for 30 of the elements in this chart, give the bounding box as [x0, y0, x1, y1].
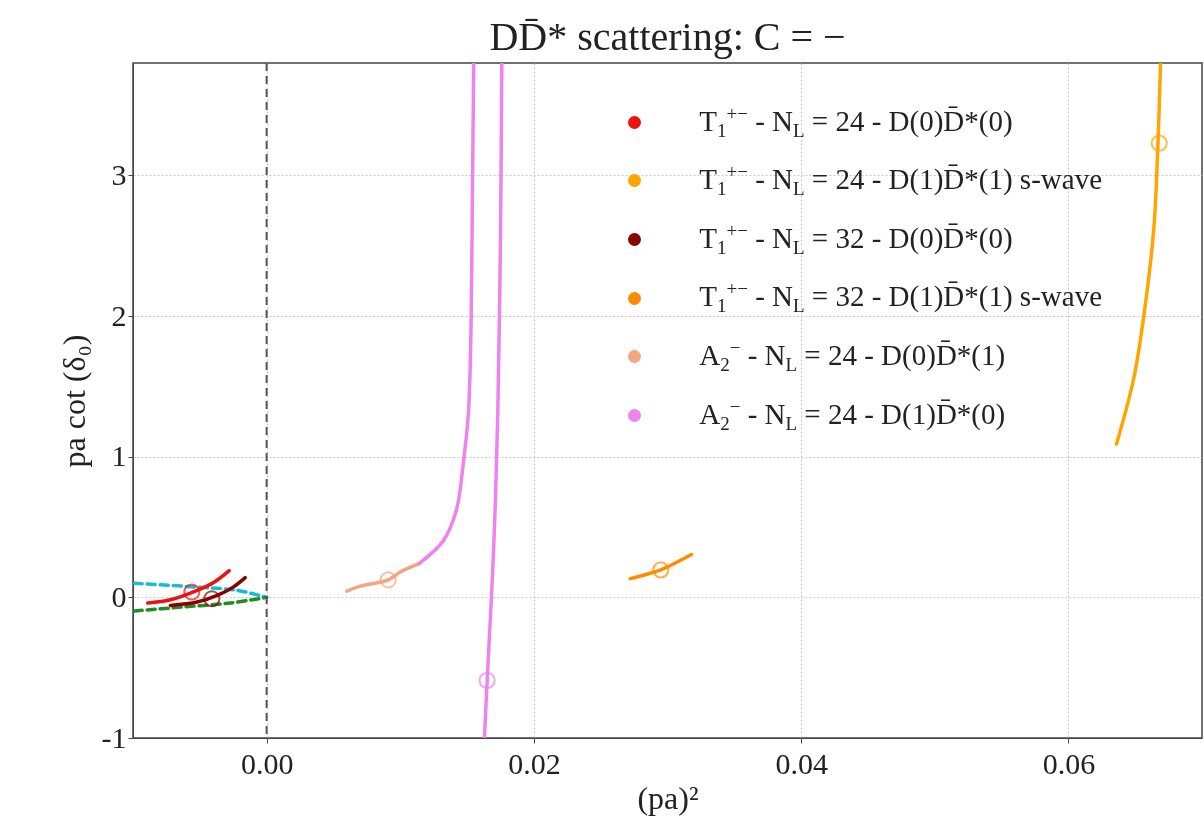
line-series	[345, 561, 421, 593]
point	[183, 583, 201, 601]
point	[379, 571, 397, 589]
x-axis-title: (pa)²	[637, 779, 699, 816]
line-series	[417, 63, 476, 566]
line-series	[145, 568, 231, 605]
legend-label: T$_{1}$$^{+−}$ - N$_{L}$ = 24 - D(0)D̄*(0)	[699, 102, 1013, 143]
legend-label: A$_{2}$$^{−}$ - N$_{L}$ = 24 - D(0)D̄*(1)	[699, 336, 1006, 377]
y-tick-label: 1	[111, 439, 127, 473]
legend-label: A$_{2}$$^{−}$ - N$_{L}$ = 24 - D(1)D̄*(0)	[699, 395, 1006, 435]
x-tick-label: 0.02	[508, 746, 561, 780]
point	[478, 671, 496, 689]
x-tick-label: 0.04	[775, 746, 828, 780]
point	[1150, 134, 1168, 152]
line-series	[133, 595, 269, 613]
y-axis-title: pa cot (δ₀)	[55, 334, 92, 468]
line-series	[628, 552, 694, 581]
line-series	[133, 581, 269, 600]
chart-title: DD̄* scattering: C = −	[489, 14, 846, 59]
y-tick-label: 0	[111, 579, 127, 613]
y-tick-label: 3	[111, 158, 127, 191]
point	[203, 590, 221, 608]
line-series	[168, 575, 247, 608]
x-tick-label: 0.06	[1042, 746, 1096, 780]
legend-label: T$_{1}$$^{+−}$ - N$_{L}$ = 32 - D(1)D̄*(1) s-wave	[699, 278, 1102, 318]
y-tick-label: -1	[101, 720, 127, 754]
legend-label: T$_{1}$$^{+−}$ - N$_{L}$ = 24 - D(1)D̄*(1) s-wave	[699, 161, 1102, 201]
y-tick-label: 2	[111, 298, 127, 332]
x-tick-label: 0.00	[240, 746, 294, 780]
legend-label: T$_{1}$$^{+−}$ - N$_{L}$ = 32 - D(0)D̄*(0)	[699, 219, 1013, 260]
